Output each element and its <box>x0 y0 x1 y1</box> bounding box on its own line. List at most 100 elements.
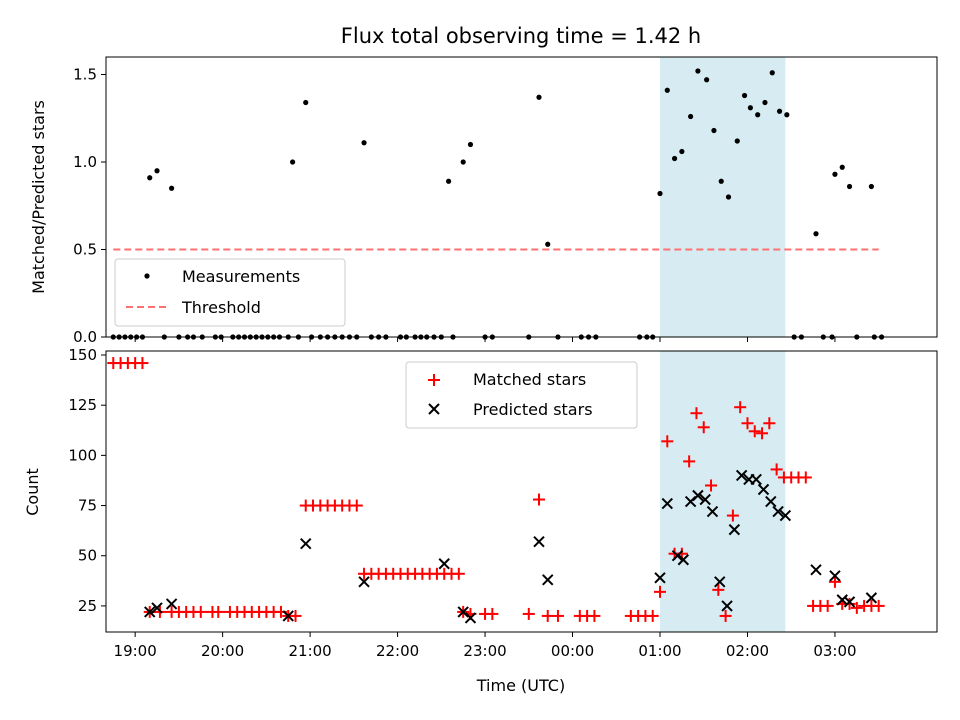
predicted-star-point <box>728 523 741 536</box>
y-tick-label: 150 <box>68 346 97 364</box>
matched-star-point <box>683 455 696 468</box>
predicted-star-points <box>144 469 878 624</box>
measurement-point <box>467 141 474 148</box>
measurement-point <box>784 112 790 118</box>
predicted-star-point <box>829 570 841 582</box>
measurement-point <box>776 108 783 114</box>
predicted-star-point <box>464 612 477 624</box>
predicted-star-point <box>706 505 719 518</box>
legend-box-bottom <box>405 361 638 429</box>
matched-star-point <box>690 407 703 420</box>
y-tick-label: 100 <box>68 446 97 464</box>
chart-title: Flux total observing time = 1.42 h <box>341 24 701 48</box>
predicted-star-point <box>765 495 777 508</box>
measurement-point <box>769 70 775 76</box>
matched-star-point <box>770 463 783 476</box>
y-tick-label: 0.0 <box>73 328 97 346</box>
measurement-point <box>688 113 694 120</box>
x-tick-label: 02:00 <box>726 642 769 660</box>
x-axis-ticks-top <box>134 337 836 342</box>
measurement-point <box>679 148 685 155</box>
measurement-point <box>303 99 309 106</box>
y-tick-label: 1.0 <box>73 153 97 171</box>
predicted-star-point <box>721 600 733 612</box>
matched-star-point <box>486 607 499 620</box>
legend-label-threshold: Threshold <box>181 298 261 317</box>
measurement-point <box>725 194 732 200</box>
ratio-panel: 0.0 0.5 1.0 1.5 Matched/Predicted stars Mea… <box>29 56 938 346</box>
legend-box-top <box>114 258 346 327</box>
matched-star-point <box>136 357 149 370</box>
measurement-point <box>704 77 710 83</box>
y-tick-label: 75 <box>78 497 97 515</box>
measurement-point <box>147 175 153 181</box>
y-tick-label: 125 <box>68 396 97 414</box>
measurement-point <box>446 178 452 184</box>
predicted-star-point <box>757 483 770 496</box>
predicted-star-point <box>810 564 822 576</box>
legend-top: Measurements Threshold <box>114 258 346 327</box>
predicted-star-point <box>533 535 545 548</box>
predicted-star-point <box>699 493 711 506</box>
measurement-point <box>868 183 874 190</box>
matched-star-point <box>194 605 207 618</box>
matched-star-point <box>756 427 769 440</box>
x-axis-ticks-bottom: 19:00 20:00 21:00 22:00 23:00 00:00 01:00 02:00… <box>114 632 857 660</box>
legend-label-predicted: Predicted stars <box>473 400 593 419</box>
measurement-point <box>664 87 670 93</box>
matched-star-point <box>726 509 739 522</box>
measurement-point <box>460 159 466 165</box>
matched-star-point <box>522 607 535 620</box>
predicted-star-point <box>661 497 673 510</box>
predicted-star-point <box>843 596 856 608</box>
y-axis-label-top: Matched/Predicted stars <box>29 100 48 294</box>
matched-star-point <box>763 417 776 430</box>
matched-star-point <box>821 599 834 612</box>
matched-star-point <box>712 583 725 596</box>
measurement-point <box>762 99 768 106</box>
measurement-point <box>755 112 761 118</box>
matched-star-point <box>719 609 732 622</box>
x-tick-label: 22:00 <box>376 642 419 660</box>
measurement-point <box>813 231 819 237</box>
matched-star-point <box>212 605 225 618</box>
matched-star-point <box>661 435 674 448</box>
predicted-star-point <box>165 598 178 610</box>
matched-star-point <box>646 609 659 622</box>
matched-star-point <box>452 567 465 580</box>
x-tick-label: 20:00 <box>201 642 244 660</box>
predicted-star-point <box>358 576 370 588</box>
y-tick-label: 50 <box>78 547 97 565</box>
matched-star-point <box>350 499 363 512</box>
predicted-star-point <box>714 576 726 588</box>
axes-frame-top <box>105 56 938 338</box>
predicted-star-point <box>750 473 762 486</box>
matched-star-point <box>588 609 601 622</box>
predicted-star-point <box>542 574 554 586</box>
predicted-star-point <box>735 469 748 482</box>
x-tick-label: 19:00 <box>114 642 157 660</box>
observing-window-shade <box>660 57 786 337</box>
measurement-point <box>747 105 753 111</box>
legend-bottom: Matched stars Predicted stars <box>405 361 638 429</box>
x-tick-label: 23:00 <box>463 642 506 660</box>
predicted-star-point <box>779 509 792 522</box>
measurement-point <box>832 171 838 177</box>
measurement-point <box>169 185 175 191</box>
x-tick-label: 01:00 <box>638 642 681 660</box>
y-tick-label: 1.5 <box>73 66 97 84</box>
predicted-star-point <box>865 592 878 604</box>
matched-star-point <box>289 609 302 622</box>
x-tick-label: 21:00 <box>288 642 331 660</box>
matched-star-point <box>799 471 812 484</box>
matched-star-point <box>741 417 754 430</box>
predicted-star-point <box>438 558 450 570</box>
matched-star-point <box>551 609 564 622</box>
matched-star-point <box>828 575 841 588</box>
x-tick-label: 00:00 <box>551 642 594 660</box>
predicted-star-point <box>151 602 163 614</box>
matched-star-point <box>748 425 761 438</box>
matched-star-point <box>541 609 554 622</box>
axes-frame-bottom <box>105 350 938 633</box>
